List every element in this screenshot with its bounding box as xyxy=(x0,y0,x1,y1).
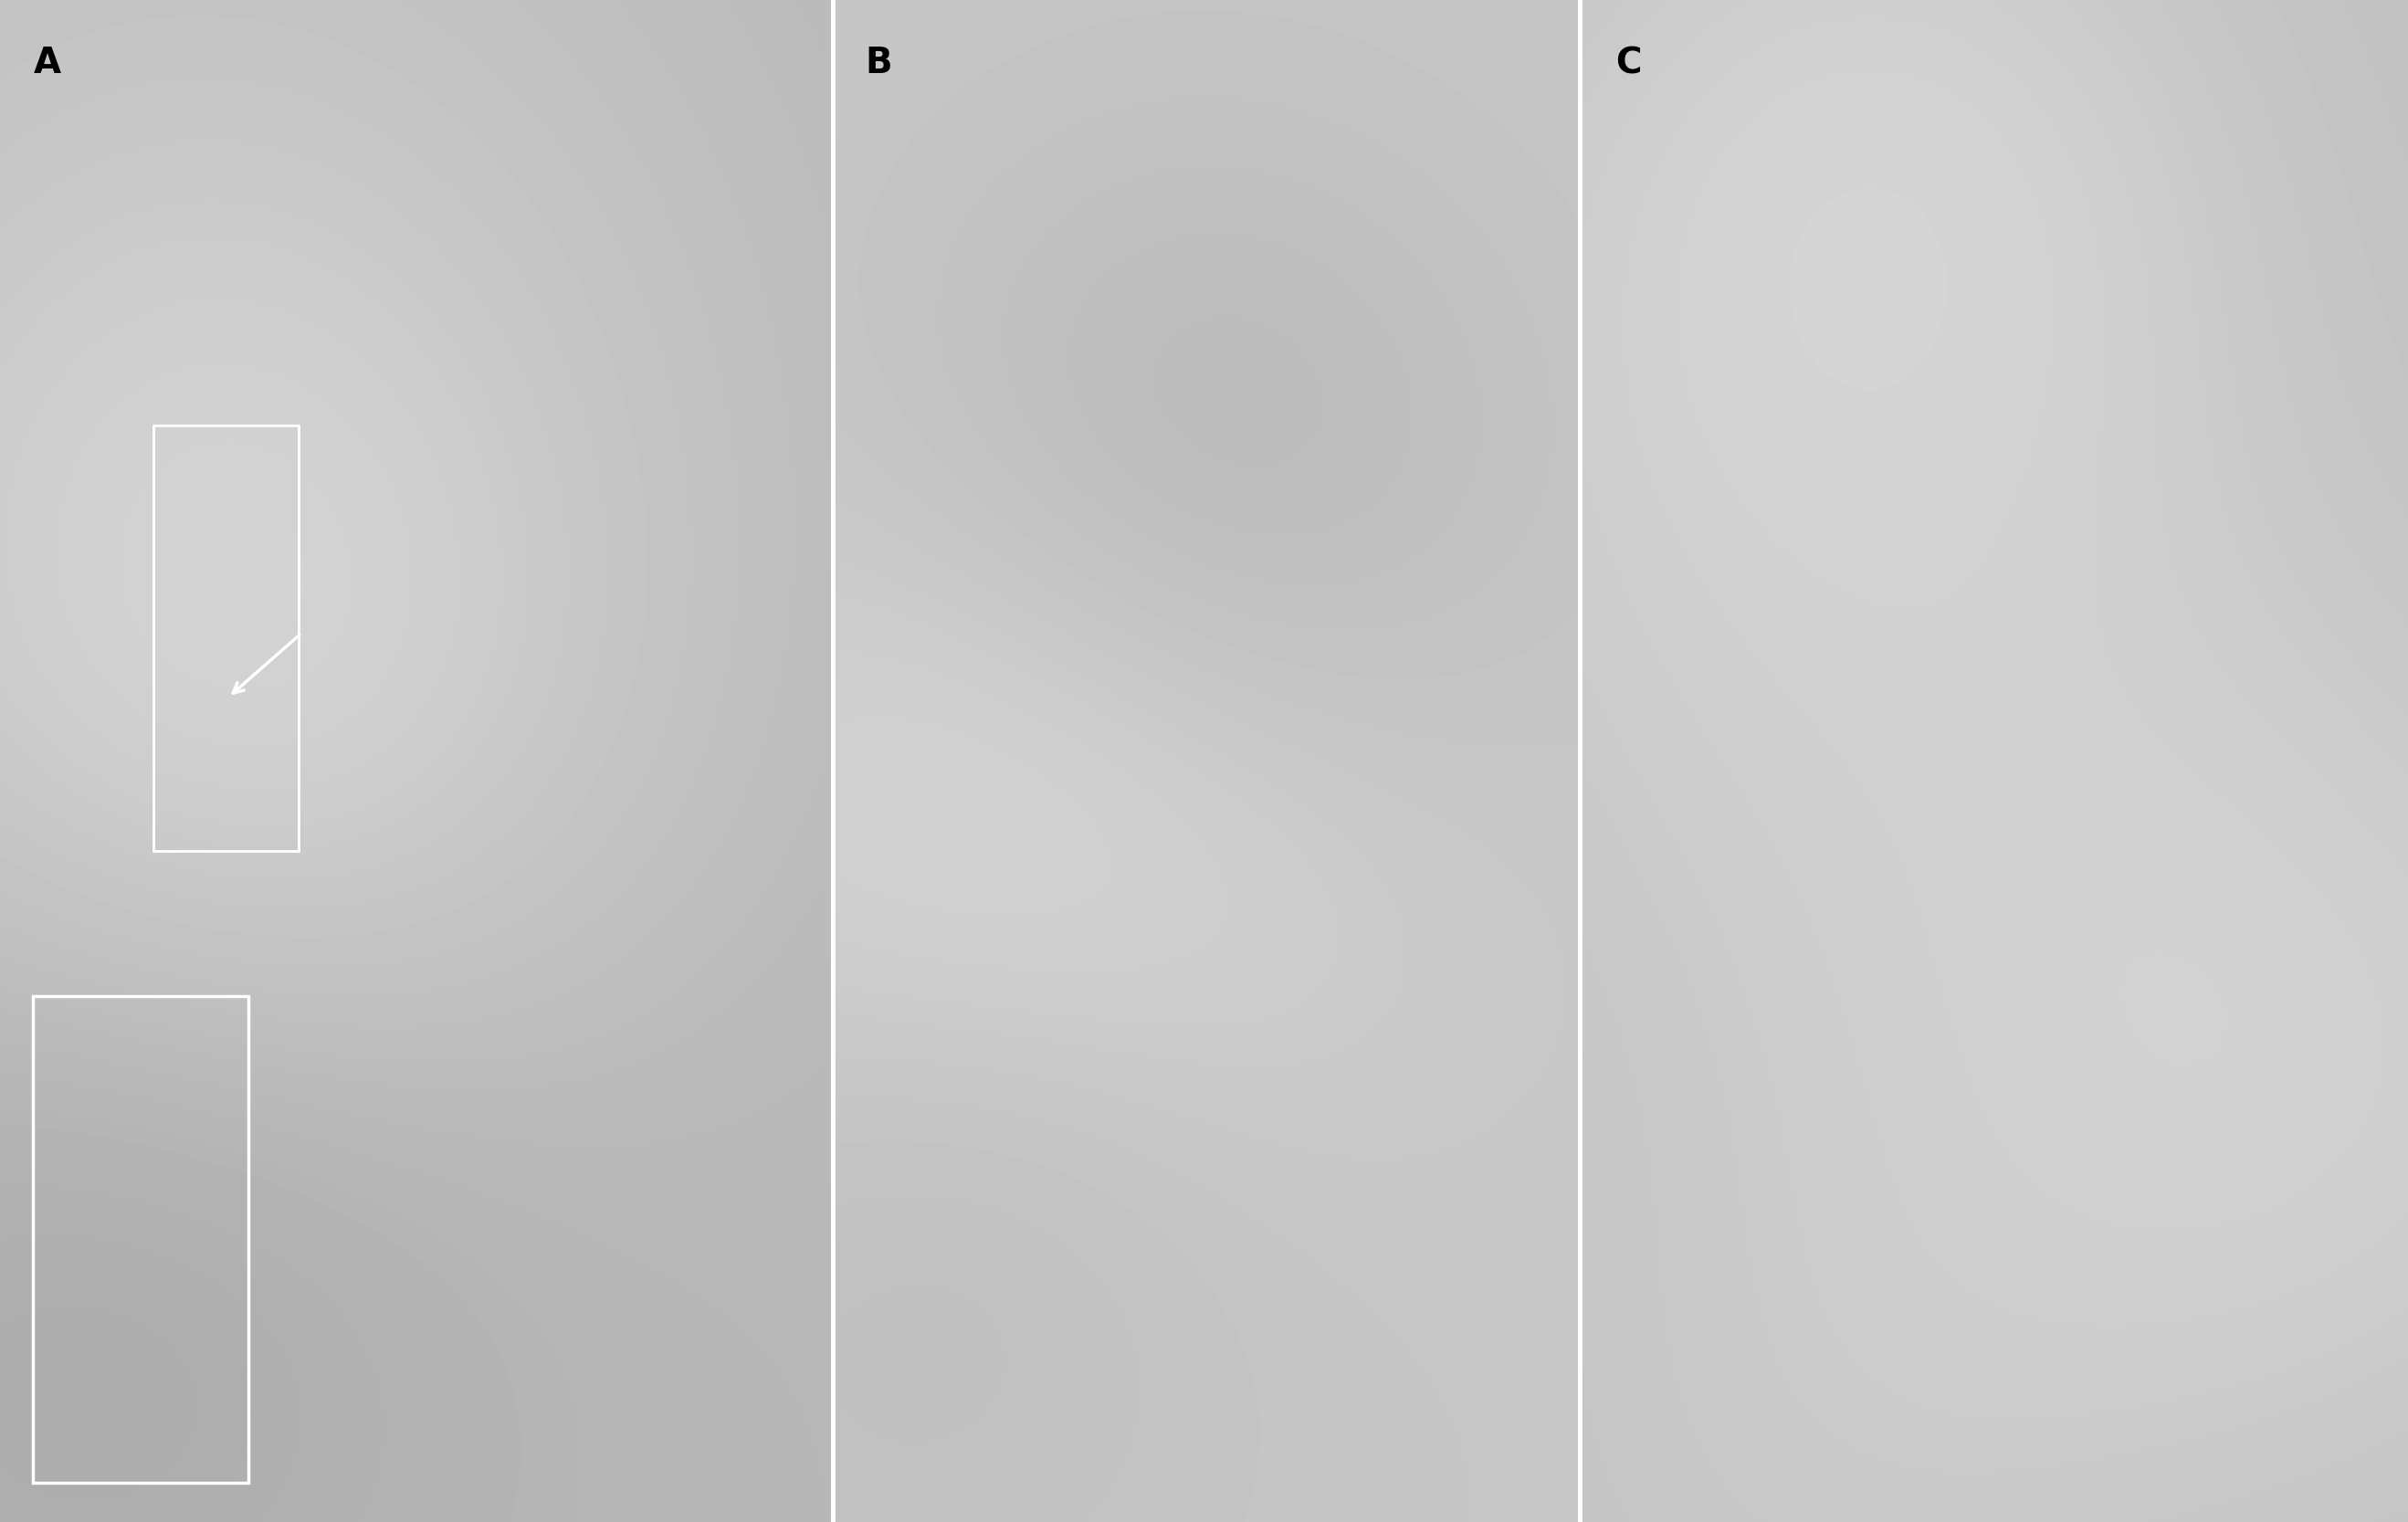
Bar xyxy=(154,426,299,851)
Bar xyxy=(34,995,248,1482)
Text: B: B xyxy=(864,46,893,81)
Text: A: A xyxy=(34,46,60,81)
Text: C: C xyxy=(1616,46,1642,81)
